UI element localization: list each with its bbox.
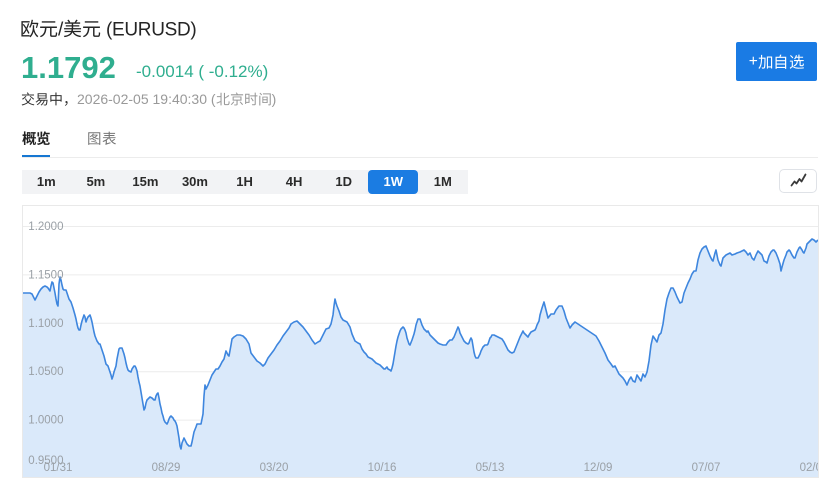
svg-text:1.1500: 1.1500 (28, 269, 63, 281)
svg-text:1.0500: 1.0500 (28, 366, 63, 378)
svg-text:02/05: 02/05 (800, 462, 818, 474)
svg-text:12/09: 12/09 (584, 462, 613, 474)
svg-text:1.1000: 1.1000 (28, 318, 63, 330)
svg-text:05/13: 05/13 (476, 462, 505, 474)
svg-text:08/29: 08/29 (152, 462, 181, 474)
svg-text:10/16: 10/16 (368, 462, 397, 474)
svg-text:01/31: 01/31 (44, 462, 73, 474)
svg-text:0.9500: 0.9500 (28, 455, 63, 467)
svg-text:1.2000: 1.2000 (28, 221, 63, 233)
svg-text:07/07: 07/07 (692, 462, 721, 474)
svg-text:1.0000: 1.0000 (28, 415, 63, 427)
svg-text:03/20: 03/20 (260, 462, 289, 474)
